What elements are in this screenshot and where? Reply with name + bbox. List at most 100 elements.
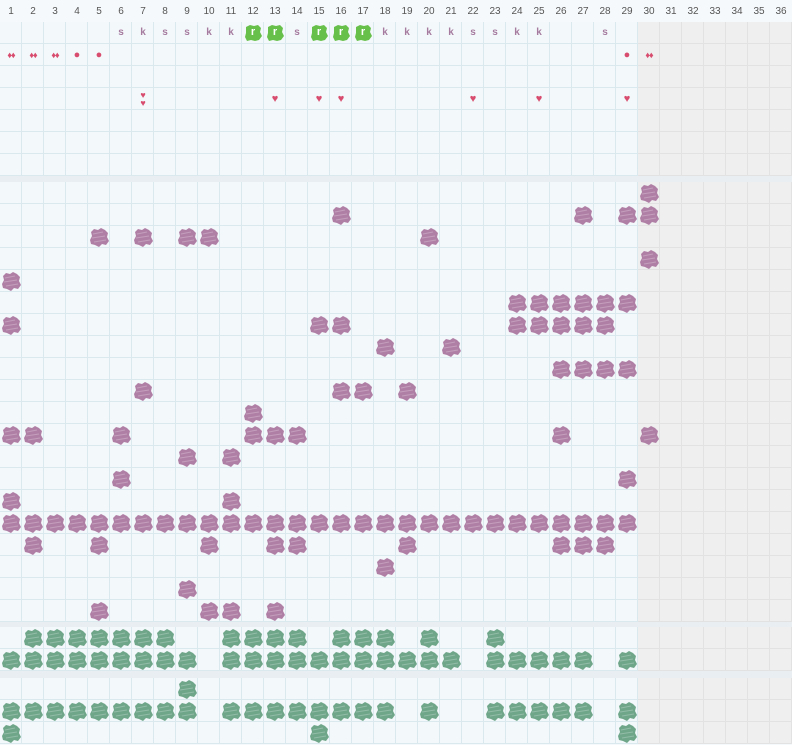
grid-cell[interactable] xyxy=(88,556,110,578)
grid-cell[interactable] xyxy=(132,110,154,132)
grid-cell[interactable] xyxy=(462,248,484,270)
purple-blob-icon[interactable] xyxy=(132,226,154,248)
grid-cell[interactable] xyxy=(176,132,198,154)
grid-cell[interactable] xyxy=(550,132,572,154)
grid-cell[interactable] xyxy=(748,627,770,649)
grid-cell[interactable] xyxy=(572,182,594,204)
grid-cell[interactable] xyxy=(154,556,176,578)
grid-cell[interactable] xyxy=(66,722,88,744)
purple-blob-icon[interactable] xyxy=(352,512,374,534)
grid-cell[interactable] xyxy=(572,578,594,600)
grid-cell[interactable] xyxy=(418,248,440,270)
grid-cell[interactable] xyxy=(638,490,660,512)
grid-cell[interactable] xyxy=(154,182,176,204)
grid-cell[interactable] xyxy=(506,600,528,622)
purple-blob-icon[interactable] xyxy=(550,292,572,314)
green-blob-icon[interactable] xyxy=(110,700,132,722)
grid-cell[interactable] xyxy=(550,380,572,402)
grid-cell[interactable] xyxy=(176,66,198,88)
grid-cell[interactable] xyxy=(352,226,374,248)
grid-cell[interactable] xyxy=(440,204,462,226)
grid-cell[interactable] xyxy=(154,578,176,600)
grid-cell[interactable] xyxy=(242,204,264,226)
grid-cell[interactable] xyxy=(462,534,484,556)
grid-cell[interactable] xyxy=(220,556,242,578)
grid-cell[interactable] xyxy=(550,154,572,176)
grid-cell[interactable] xyxy=(682,380,704,402)
grid-cell[interactable] xyxy=(572,110,594,132)
green-blob-icon[interactable] xyxy=(330,627,352,649)
grid-cell[interactable] xyxy=(286,678,308,700)
green-blob-icon[interactable] xyxy=(616,700,638,722)
grid-cell[interactable] xyxy=(440,578,462,600)
grid-cell[interactable] xyxy=(572,556,594,578)
grid-cell[interactable] xyxy=(704,722,726,744)
green-blob-icon[interactable] xyxy=(154,627,176,649)
grid-cell[interactable] xyxy=(594,44,616,66)
grid-cell[interactable] xyxy=(484,600,506,622)
grid-cell[interactable] xyxy=(462,110,484,132)
grid-cell[interactable] xyxy=(660,110,682,132)
grid-cell[interactable] xyxy=(616,182,638,204)
grid-cell[interactable] xyxy=(132,534,154,556)
grid-cell[interactable] xyxy=(418,534,440,556)
grid-cell[interactable] xyxy=(110,600,132,622)
purple-blob-icon[interactable] xyxy=(242,512,264,534)
grid-cell[interactable] xyxy=(0,88,22,110)
grid-cell[interactable] xyxy=(682,402,704,424)
grid-cell[interactable] xyxy=(638,110,660,132)
grid-cell[interactable] xyxy=(132,336,154,358)
green-blob-icon[interactable] xyxy=(88,627,110,649)
grid-cell[interactable] xyxy=(308,534,330,556)
grid-cell[interactable] xyxy=(110,292,132,314)
grid-cell[interactable] xyxy=(506,556,528,578)
grid-cell[interactable] xyxy=(638,649,660,671)
grid-cell[interactable] xyxy=(550,182,572,204)
grid-cell[interactable] xyxy=(484,314,506,336)
grid-cell[interactable] xyxy=(220,182,242,204)
purple-blob-icon[interactable] xyxy=(286,512,308,534)
grid-cell[interactable] xyxy=(748,44,770,66)
grid-cell[interactable] xyxy=(352,314,374,336)
grid-cell[interactable] xyxy=(330,490,352,512)
grid-cell[interactable] xyxy=(286,556,308,578)
grid-cell[interactable] xyxy=(352,490,374,512)
grid-cell[interactable] xyxy=(770,402,792,424)
purple-blob-icon[interactable] xyxy=(0,512,22,534)
grid-cell[interactable] xyxy=(506,22,528,44)
grid-cell[interactable] xyxy=(352,578,374,600)
grid-cell[interactable] xyxy=(132,446,154,468)
grid-cell[interactable] xyxy=(110,380,132,402)
grid-cell[interactable] xyxy=(770,578,792,600)
purple-blob-icon[interactable] xyxy=(176,578,198,600)
green-blob-icon[interactable] xyxy=(154,700,176,722)
grid-cell[interactable] xyxy=(418,600,440,622)
grid-cell[interactable] xyxy=(484,380,506,402)
grid-cell[interactable] xyxy=(88,578,110,600)
grid-cell[interactable] xyxy=(22,314,44,336)
grid-cell[interactable] xyxy=(132,132,154,154)
grid-cell[interactable] xyxy=(0,292,22,314)
grid-cell[interactable] xyxy=(66,226,88,248)
grid-cell[interactable] xyxy=(330,248,352,270)
grid-cell[interactable] xyxy=(660,556,682,578)
grid-cell[interactable] xyxy=(704,402,726,424)
grid-cell[interactable] xyxy=(396,292,418,314)
grid-cell[interactable] xyxy=(418,490,440,512)
grid-cell[interactable] xyxy=(616,314,638,336)
purple-blob-icon[interactable] xyxy=(638,424,660,446)
grid-cell[interactable] xyxy=(572,490,594,512)
grid-cell[interactable] xyxy=(198,578,220,600)
grid-cell[interactable] xyxy=(506,66,528,88)
grid-cell[interactable] xyxy=(638,154,660,176)
grid-cell[interactable] xyxy=(66,22,88,44)
grid-cell[interactable] xyxy=(726,358,748,380)
grid-cell[interactable] xyxy=(154,226,176,248)
grid-cell[interactable] xyxy=(572,88,594,110)
grid-cell[interactable] xyxy=(352,110,374,132)
grid-cell[interactable] xyxy=(462,556,484,578)
grid-cell[interactable] xyxy=(242,66,264,88)
grid-cell[interactable] xyxy=(418,204,440,226)
grid-cell[interactable] xyxy=(44,66,66,88)
grid-cell[interactable] xyxy=(286,270,308,292)
